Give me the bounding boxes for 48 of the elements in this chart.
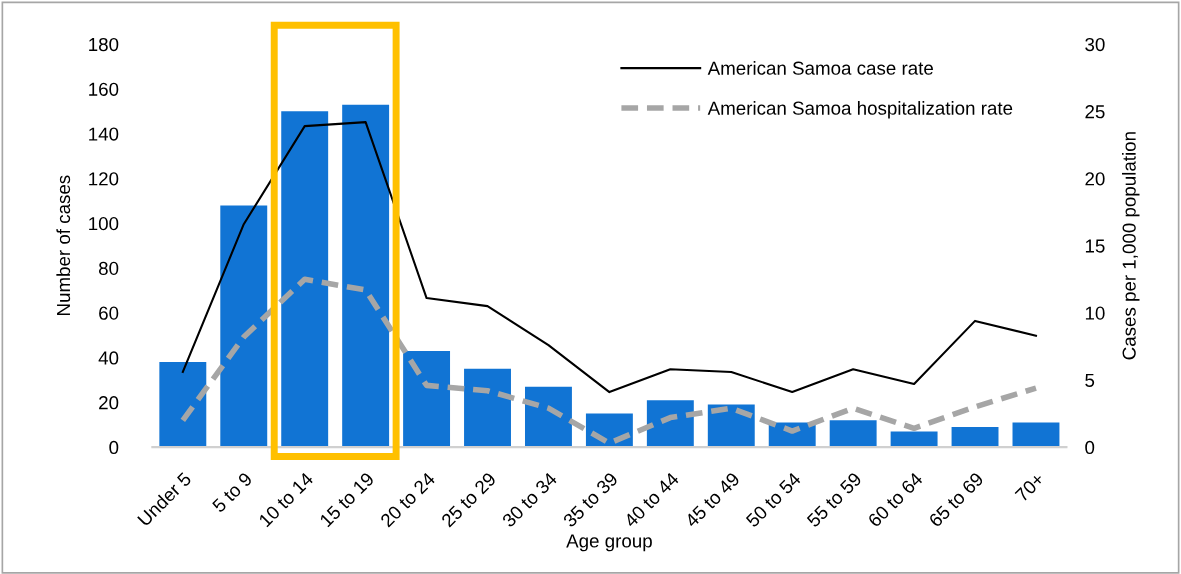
legend-label: American Samoa hospitalization rate <box>707 101 1013 119</box>
y-tick-label: 80 <box>98 261 119 276</box>
x-tick-label: 50 to 54 <box>745 471 802 528</box>
x-tick-label: 60 to 64 <box>867 471 924 528</box>
bar <box>159 362 207 448</box>
x-tick-label: 40 to 44 <box>623 471 680 529</box>
line-series <box>181 121 1038 394</box>
y2-tick-label: 30 <box>1085 37 1105 52</box>
y-axis-title: Number of cases <box>56 175 71 315</box>
bar <box>403 350 451 448</box>
y-tick-label: 180 <box>89 37 119 52</box>
y2-tick-label: 20 <box>1085 172 1105 186</box>
y2-tick-label: 10 <box>1085 306 1105 320</box>
x-tick-label: 45 to 49 <box>684 471 741 529</box>
x-tick-label: 70+ <box>1014 471 1046 503</box>
x-tick-label: 30 to 34 <box>501 471 558 528</box>
x-tick-label: 65 to 69 <box>928 471 985 528</box>
bar <box>1012 422 1060 448</box>
y2-tick-label: 25 <box>1085 105 1105 119</box>
x-tick-label: 5 to 9 <box>211 471 253 514</box>
y-tick-label: 40 <box>98 351 119 365</box>
y2-tick-label: 5 <box>1085 373 1095 387</box>
x-tick-label: 15 to 19 <box>319 471 375 528</box>
y-tick-label: 60 <box>99 306 119 320</box>
y-tick-label: 0 <box>109 440 119 455</box>
y2-tick-label: 0 <box>1085 440 1095 455</box>
y2-axis-title: Cases per 1,000 population <box>1122 132 1140 360</box>
bar <box>524 386 572 448</box>
bar <box>829 420 877 448</box>
bar <box>646 400 694 448</box>
bar <box>464 368 511 448</box>
x-tick-label: 35 to 39 <box>562 471 619 528</box>
y2-tick-label: 15 <box>1085 239 1105 253</box>
legend-label: American Samoa case rate <box>707 61 933 75</box>
y-tick-label: 100 <box>89 216 119 231</box>
bar <box>281 111 329 448</box>
bar <box>220 205 268 448</box>
x-tick-label: 25 to 29 <box>440 471 497 528</box>
x-tick-label: 20 to 24 <box>379 471 436 528</box>
y-tick-label: 20 <box>99 396 119 410</box>
bar <box>890 431 938 448</box>
x-tick-label: 10 to 14 <box>258 471 315 528</box>
x-axis-title: Age group <box>566 534 652 552</box>
y-tick-label: 120 <box>89 172 119 186</box>
bar <box>951 427 999 448</box>
x-tick-label: 55 to 59 <box>806 471 863 528</box>
y-tick-label: 160 <box>89 82 119 96</box>
y-tick-label: 140 <box>89 127 119 141</box>
